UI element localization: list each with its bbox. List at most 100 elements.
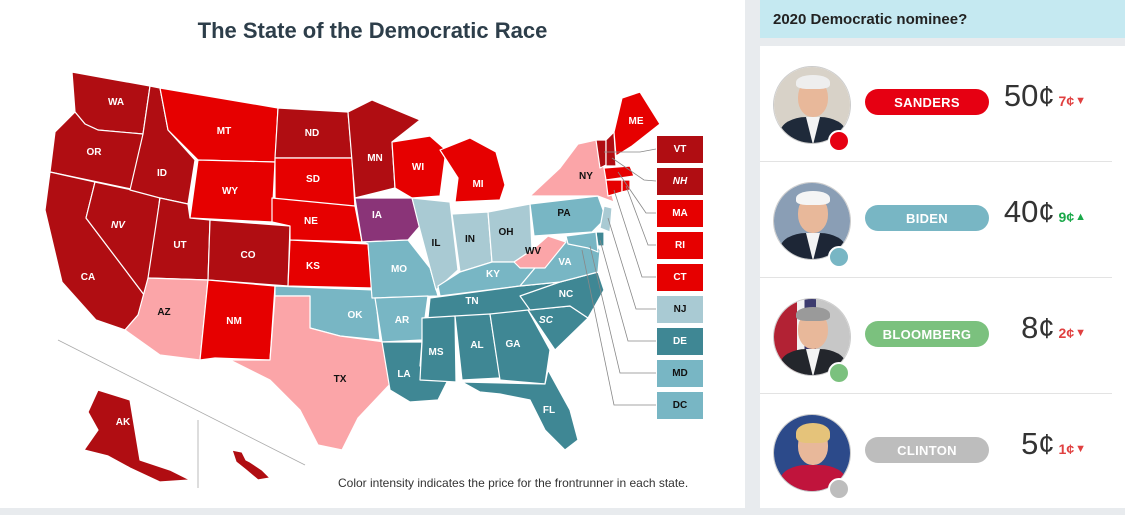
label-ky: KY bbox=[486, 269, 500, 280]
state-tx[interactable] bbox=[229, 295, 393, 451]
label-ne: NE bbox=[304, 216, 318, 227]
market-question[interactable]: 2020 Democratic nominee? bbox=[760, 0, 1125, 38]
inset-divider bbox=[57, 339, 306, 466]
state-box-md[interactable]: MD bbox=[656, 359, 704, 388]
biden-change: 9¢ ▲ bbox=[1059, 209, 1086, 225]
state-ks[interactable] bbox=[287, 239, 373, 289]
label-wv: WV bbox=[525, 246, 541, 257]
bloomberg-price-unit: ¢ bbox=[1038, 313, 1055, 345]
sanders-color-dot bbox=[828, 130, 850, 152]
candidate-row-sanders[interactable]: SANDERS 50 ¢ 7¢ ▼ bbox=[760, 46, 1112, 162]
state-box-dc[interactable]: DC bbox=[656, 391, 704, 420]
label-mn: MN bbox=[367, 153, 383, 164]
state-box-nh[interactable]: NH bbox=[656, 167, 704, 196]
biden-change-value: 9¢ bbox=[1058, 209, 1075, 225]
label-ny: NY bbox=[579, 171, 593, 182]
bloomberg-change: 2¢ ▼ bbox=[1059, 325, 1086, 341]
sanders-pill[interactable]: SANDERS bbox=[865, 89, 989, 115]
northeast-leader-lines bbox=[581, 148, 657, 406]
candidate-row-biden[interactable]: BIDEN 40 ¢ 9¢ ▲ bbox=[760, 162, 1112, 278]
label-il: IL bbox=[432, 238, 441, 249]
state-nj[interactable] bbox=[599, 205, 613, 233]
state-ms[interactable] bbox=[419, 315, 457, 383]
state-ak[interactable] bbox=[83, 389, 191, 483]
biden-price-unit: ¢ bbox=[1038, 197, 1055, 229]
state-nm[interactable] bbox=[199, 279, 276, 361]
label-oh: OH bbox=[499, 227, 514, 238]
clinton-pill[interactable]: CLINTON bbox=[865, 437, 989, 463]
state-ct[interactable] bbox=[605, 179, 623, 197]
clinton-change-value: 1¢ bbox=[1058, 441, 1075, 457]
state-fl[interactable] bbox=[461, 369, 579, 451]
biden-price-value: 40 bbox=[1003, 194, 1039, 229]
label-mo: MO bbox=[391, 264, 407, 275]
label-mi: MI bbox=[472, 179, 483, 190]
state-box-nj[interactable]: NJ bbox=[656, 295, 704, 324]
arrow-down-icon: ▼ bbox=[1075, 95, 1086, 107]
label-la: LA bbox=[397, 369, 410, 380]
label-ar: AR bbox=[395, 315, 410, 326]
label-or: OR bbox=[87, 147, 103, 158]
arrow-up-icon: ▲ bbox=[1075, 211, 1086, 223]
state-nh[interactable] bbox=[605, 131, 617, 167]
state-box-ct[interactable]: CT bbox=[656, 263, 704, 292]
label-ia: IA bbox=[372, 210, 382, 221]
market-question-text: 2020 Democratic nominee? bbox=[773, 10, 968, 28]
label-wy: WY bbox=[222, 186, 238, 197]
label-sc: SC bbox=[539, 315, 554, 326]
state-mo[interactable] bbox=[361, 239, 439, 299]
label-pa: PA bbox=[557, 208, 570, 219]
market-panel: 2020 Democratic nominee? SANDERS 50 ¢ 7¢ ▼ bbox=[760, 0, 1125, 508]
label-ak: AK bbox=[116, 417, 131, 428]
map-title: The State of the Democratic Race bbox=[197, 18, 548, 43]
label-me: ME bbox=[629, 116, 644, 127]
state-pa[interactable] bbox=[529, 195, 607, 237]
clinton-color-dot bbox=[828, 478, 850, 500]
label-ut: UT bbox=[173, 240, 186, 251]
label-nm: NM bbox=[226, 316, 242, 327]
candidate-row-clinton[interactable]: CLINTON 5 ¢ 1¢ ▼ bbox=[760, 394, 1112, 510]
biden-pill[interactable]: BIDEN bbox=[865, 205, 989, 231]
clinton-price-value: 5 bbox=[1021, 426, 1039, 461]
state-box-de[interactable]: DE bbox=[656, 327, 704, 356]
label-wa: WA bbox=[108, 97, 124, 108]
label-ga: GA bbox=[506, 339, 521, 350]
arrow-down-icon: ▼ bbox=[1075, 443, 1086, 455]
label-sd: SD bbox=[306, 174, 320, 185]
bloomberg-color-dot bbox=[828, 362, 850, 384]
candidate-list: SANDERS 50 ¢ 7¢ ▼ BIDEN 40 ¢ 9¢ bbox=[760, 46, 1125, 508]
state-wv[interactable] bbox=[513, 235, 567, 269]
label-az: AZ bbox=[157, 307, 170, 318]
state-box-ri[interactable]: RI bbox=[656, 231, 704, 260]
state-me[interactable] bbox=[613, 91, 661, 157]
label-mt: MT bbox=[217, 126, 231, 137]
state-ia[interactable] bbox=[354, 197, 421, 243]
state-wi[interactable] bbox=[391, 135, 447, 199]
clinton-change: 1¢ ▼ bbox=[1059, 441, 1086, 457]
us-map: WA OR CA NV ID MT WY UT AZ CO NM ND SD N… bbox=[44, 71, 661, 488]
label-wi: WI bbox=[412, 162, 424, 173]
clinton-price: 5 ¢ 1¢ ▼ bbox=[1021, 426, 1086, 462]
sanders-change-value: 7¢ bbox=[1058, 93, 1075, 109]
label-ok: OK bbox=[348, 310, 364, 321]
map-caption: Color intensity indicates the price for … bbox=[338, 476, 689, 490]
biden-price: 40 ¢ 9¢ ▲ bbox=[1004, 194, 1086, 230]
state-box-vt[interactable]: VT bbox=[656, 135, 704, 164]
label-va: VA bbox=[558, 257, 571, 268]
bloomberg-pill[interactable]: BLOOMBERG bbox=[865, 321, 989, 347]
bloomberg-price-value: 8 bbox=[1021, 310, 1039, 345]
state-ga[interactable] bbox=[489, 309, 551, 385]
label-in: IN bbox=[465, 234, 475, 245]
candidate-row-bloomberg[interactable]: BLOOMBERG 8 ¢ 2¢ ▼ bbox=[760, 278, 1112, 394]
state-hi[interactable] bbox=[231, 449, 271, 481]
state-mi[interactable] bbox=[439, 137, 506, 203]
sanders-price-value: 50 bbox=[1003, 78, 1039, 113]
label-nv: NV bbox=[111, 220, 126, 231]
state-box-ma[interactable]: MA bbox=[656, 199, 704, 228]
label-ca: CA bbox=[81, 272, 95, 283]
bloomberg-change-value: 2¢ bbox=[1058, 325, 1075, 341]
label-fl: FL bbox=[543, 405, 555, 416]
label-ms: MS bbox=[429, 347, 444, 358]
sanders-price: 50 ¢ 7¢ ▼ bbox=[1004, 78, 1086, 114]
